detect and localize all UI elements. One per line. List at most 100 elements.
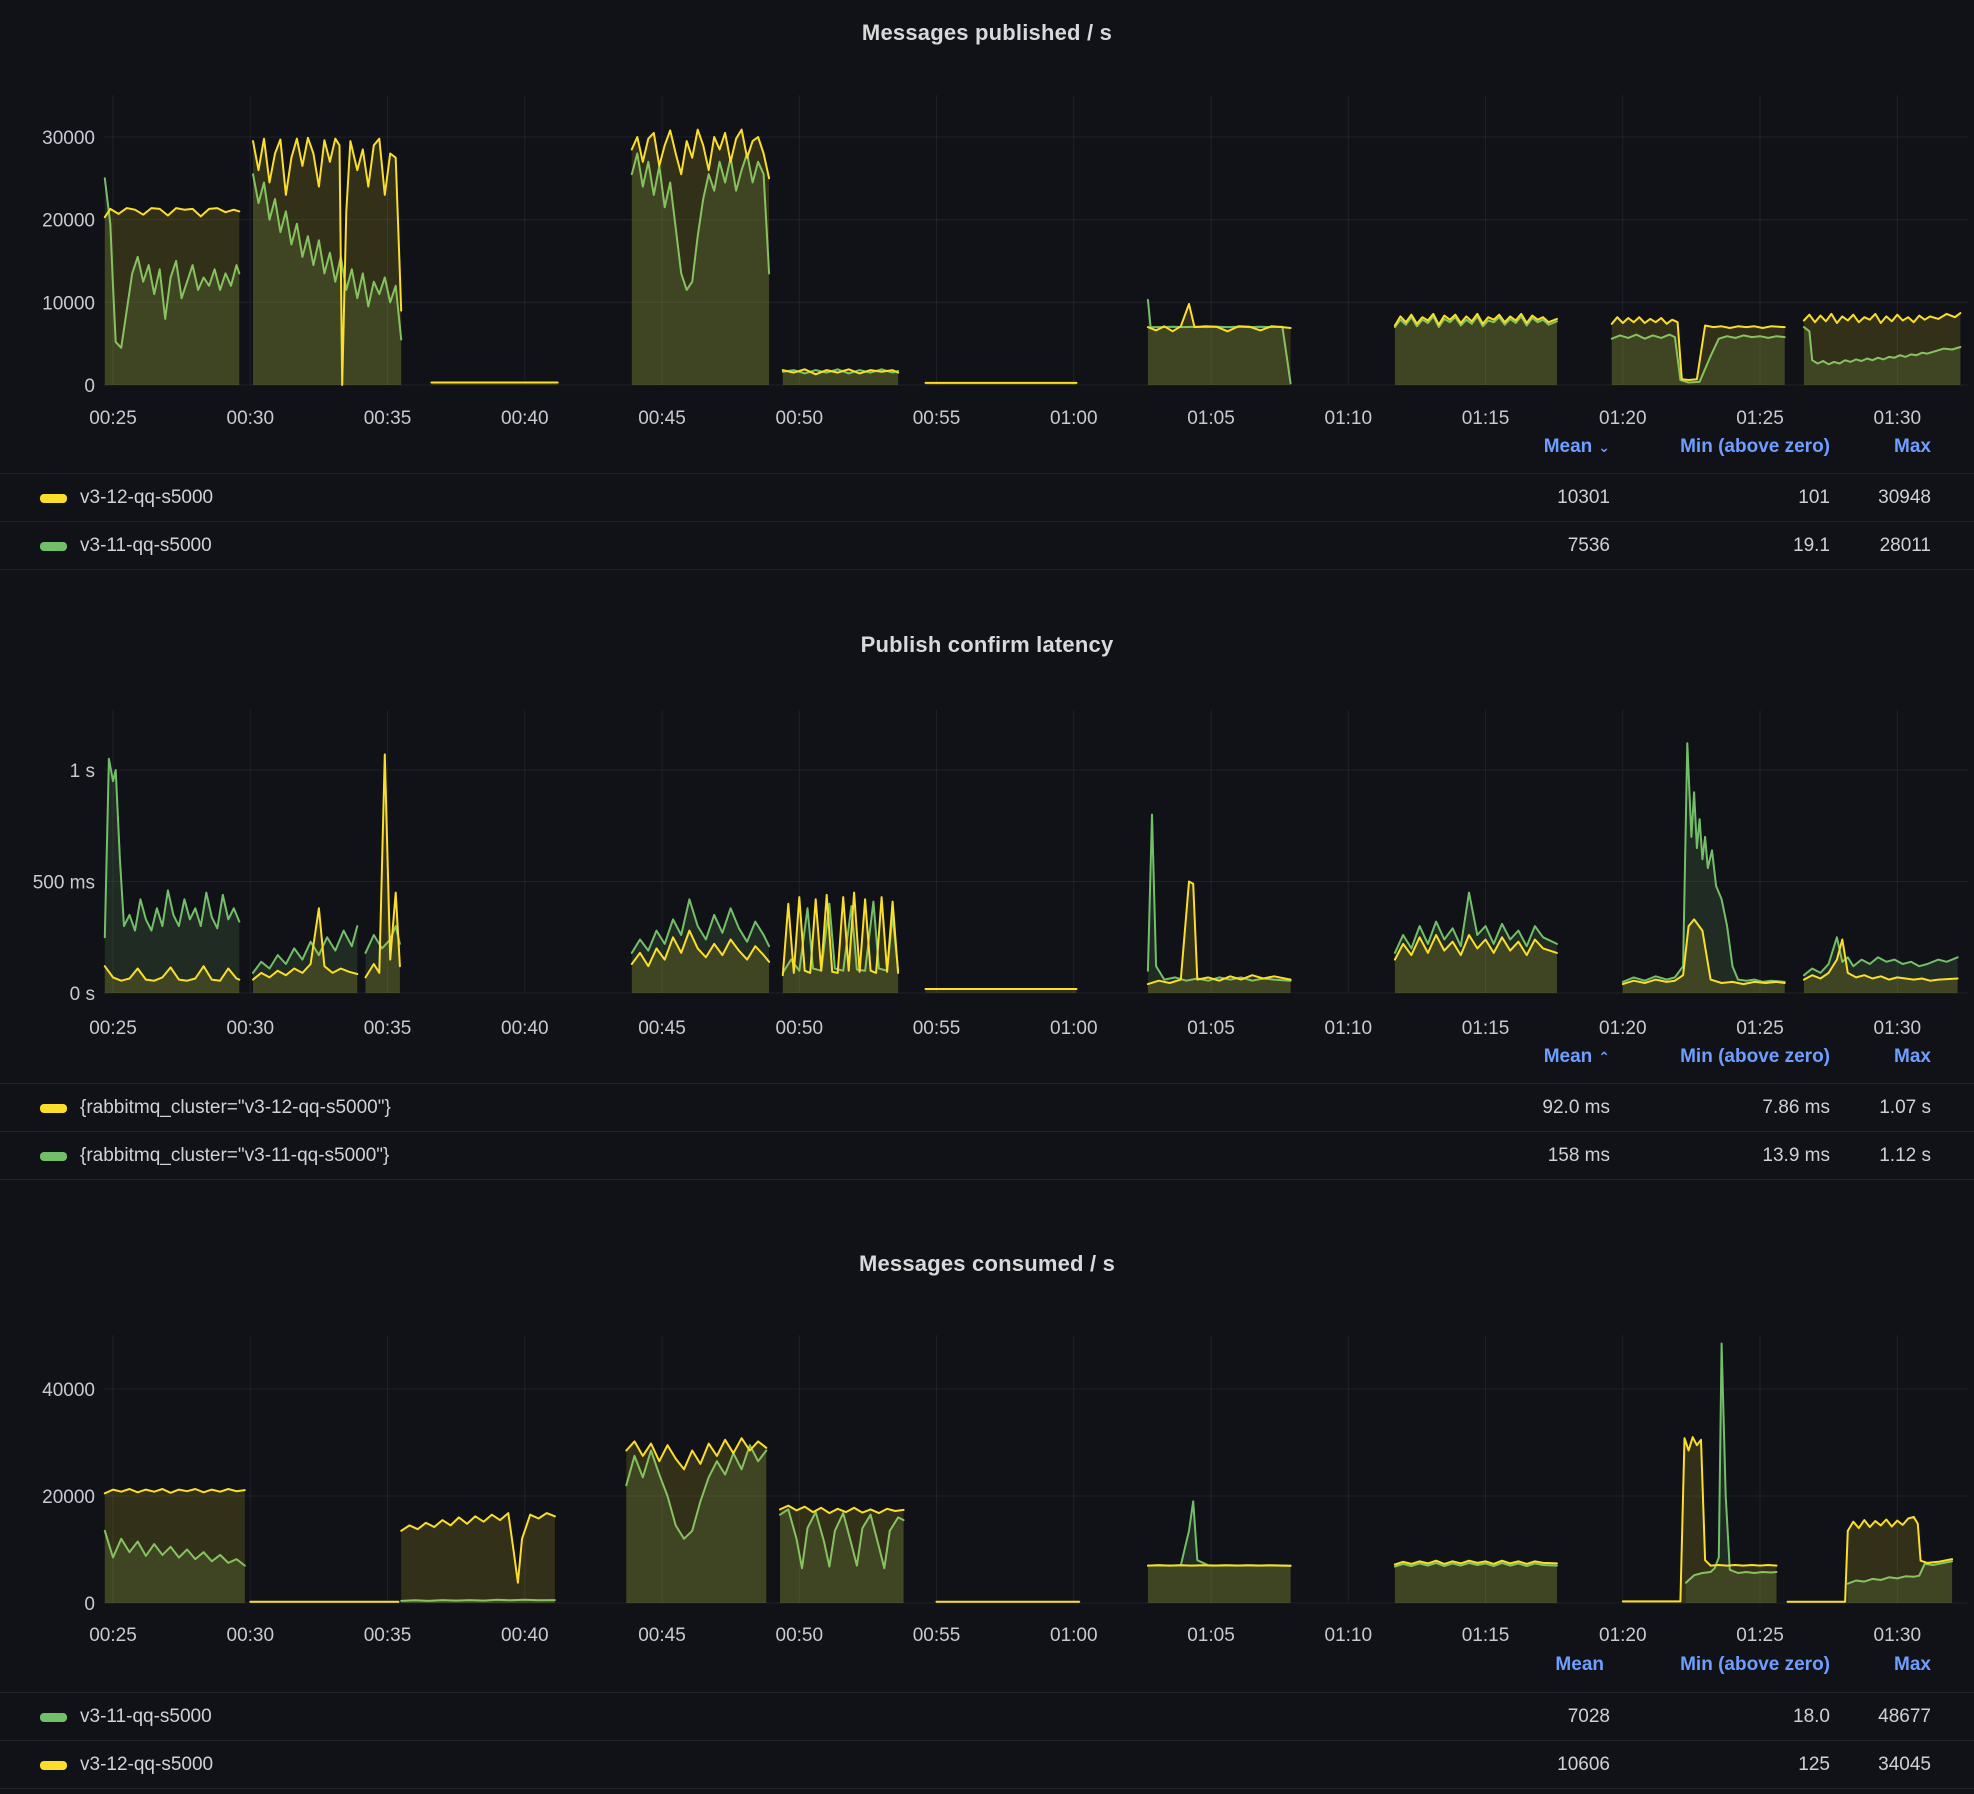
stats-col-mean[interactable]: Mean — [1555, 1654, 1604, 1675]
series-area — [1147, 1501, 1291, 1603]
series-area — [253, 174, 402, 385]
stat-max-value: 34045 — [1878, 1754, 1931, 1775]
stat-min-value: 19.1 — [1793, 535, 1830, 556]
stat-min-value: 7.86 ms — [1762, 1097, 1830, 1118]
stat-mean-value: 10606 — [1557, 1754, 1610, 1775]
stat-mean-value: 10301 — [1557, 487, 1610, 508]
panel-title[interactable]: Messages published / s — [861, 20, 1113, 45]
x-axis-tick-label: 00:55 — [913, 1625, 961, 1646]
legend-stats-header: Mean Min (above zero) Max — [0, 1654, 1974, 1688]
panel-title[interactable]: Publish confirm latency — [860, 632, 1114, 657]
series-label[interactable]: v3-11-qq-s5000 — [80, 535, 212, 556]
stats-col-min[interactable]: Min (above zero) — [1680, 1654, 1830, 1675]
series-line — [364, 925, 401, 954]
series-area — [1147, 881, 1291, 993]
series-line — [630, 898, 771, 954]
sort-chevron-icon: ⌃ — [1598, 1049, 1610, 1065]
series-line — [1146, 813, 1292, 982]
stats-col-max[interactable]: Max — [1894, 1654, 1931, 1675]
legend-row: {rabbitmq_cluster="v3-11-qq-s5000"} 158 … — [0, 1131, 1974, 1180]
series-area — [253, 926, 358, 993]
x-axis-tick-label: 00:30 — [227, 408, 275, 429]
x-axis-tick-label: 00:30 — [227, 1018, 275, 1039]
y-axis-tick-label: 40000 — [42, 1380, 95, 1401]
series-area — [1147, 814, 1291, 993]
series-line — [400, 1512, 556, 1584]
x-axis-tick-label: 01:10 — [1325, 1625, 1373, 1646]
stats-col-mean[interactable]: Mean ⌃ — [1543, 1046, 1610, 1067]
series-area — [1394, 935, 1557, 993]
x-axis-tick-label: 01:30 — [1874, 1018, 1922, 1039]
series-area — [401, 1513, 555, 1603]
series-line — [1146, 303, 1292, 333]
series-label[interactable]: v3-11-qq-s5000 — [80, 1706, 212, 1727]
series-area — [253, 137, 402, 385]
y-axis-tick-label: 20000 — [42, 1487, 95, 1508]
series-area — [1847, 1561, 1953, 1603]
panel-title[interactable]: Messages consumed / s — [858, 1251, 1116, 1276]
series-line — [625, 1444, 768, 1540]
series-label[interactable]: v3-12-qq-s5000 — [80, 1754, 214, 1775]
series-line — [1802, 936, 1959, 977]
stats-col-mean[interactable]: Mean ⌄ — [1543, 436, 1610, 457]
stat-max-value: 30948 — [1878, 487, 1931, 508]
series-line — [1146, 1500, 1292, 1567]
y-axis-tick-label: 500 ms — [33, 873, 95, 894]
stats-col-min[interactable]: Min (above zero) — [1680, 1046, 1830, 1067]
x-axis-tick-label: 01:15 — [1462, 408, 1510, 429]
time-series-chart[interactable]: 0 10000 20000 30000 00:25 00:30 00:35 00:40 00:4… — [0, 0, 1974, 432]
series-line — [625, 1437, 768, 1471]
series-label[interactable]: {rabbitmq_cluster="v3-12-qq-s5000"} — [80, 1097, 391, 1118]
x-axis-tick-label: 01:10 — [1325, 1018, 1373, 1039]
series-line — [1621, 742, 1786, 983]
series-label[interactable]: v3-12-qq-s5000 — [80, 487, 214, 508]
stats-col-max[interactable]: Max — [1894, 436, 1931, 457]
series-area — [626, 1438, 767, 1603]
x-axis-tick-label: 00:40 — [501, 1625, 549, 1646]
series-area — [104, 758, 240, 993]
series-area — [1622, 743, 1785, 993]
series-line — [1610, 316, 1786, 381]
series-color-swatch — [40, 1104, 67, 1113]
series-line — [252, 925, 359, 974]
series-area — [1622, 1437, 1777, 1603]
stat-mean-value: 7536 — [1567, 535, 1610, 556]
stats-col-max[interactable]: Max — [1894, 1046, 1931, 1067]
time-series-chart[interactable]: 0 s 500 ms 1 s 00:25 00:30 00:35 00:40 00:45 00:… — [0, 578, 1974, 1044]
sort-chevron-icon: ⌄ — [1598, 439, 1610, 455]
legend-stats-header: Mean ⌃ Min (above zero) Max — [0, 1046, 1974, 1080]
stat-min-value: 101 — [1798, 487, 1830, 508]
panel-messages-consumed: Messages consumed / s 0 20000 40000 00:25 00… — [0, 1200, 1974, 1794]
series-line — [252, 173, 403, 341]
series-line — [1610, 333, 1786, 384]
series-line — [781, 368, 900, 376]
stat-min-value: 18.0 — [1793, 1706, 1830, 1727]
time-series-chart[interactable]: 0 20000 40000 00:25 00:30 00:35 00:40 00:45 00:5… — [0, 1200, 1974, 1652]
x-axis-tick-label: 01:25 — [1736, 408, 1784, 429]
series-area — [1394, 1560, 1557, 1603]
series-area — [782, 901, 899, 993]
y-axis-tick-label: 20000 — [42, 211, 95, 232]
stat-max-value: 1.12 s — [1879, 1145, 1931, 1166]
legend-row: v3-11-qq-s5000 7536 19.1 28011 — [0, 521, 1974, 570]
series-area — [1394, 316, 1557, 385]
series-line — [1393, 934, 1558, 961]
series-area — [1147, 299, 1291, 385]
series-label[interactable]: {rabbitmq_cluster="v3-11-qq-s5000"} — [80, 1145, 390, 1166]
series-line — [252, 907, 359, 981]
x-axis-tick-label: 00:50 — [776, 1018, 824, 1039]
series-area — [1611, 334, 1785, 385]
stat-max-value: 1.07 s — [1879, 1097, 1931, 1118]
stats-col-min[interactable]: Min (above zero) — [1680, 436, 1830, 457]
series-line — [364, 753, 401, 979]
y-axis-tick-label: 30000 — [42, 128, 95, 149]
legend-row: {rabbitmq_cluster="v3-12-qq-s5000"} 92.0… — [0, 1083, 1974, 1132]
legend-row: v3-12-qq-s5000 10301 101 30948 — [0, 473, 1974, 522]
series-area — [1787, 1516, 1953, 1603]
x-axis-tick-label: 01:05 — [1187, 1625, 1235, 1646]
legend-stats-header: Mean ⌄ Min (above zero) Max — [0, 436, 1974, 470]
series-color-swatch — [40, 1152, 67, 1161]
series-line — [1393, 1559, 1558, 1566]
series-area — [104, 1489, 245, 1603]
x-axis-tick-label: 01:10 — [1325, 408, 1373, 429]
